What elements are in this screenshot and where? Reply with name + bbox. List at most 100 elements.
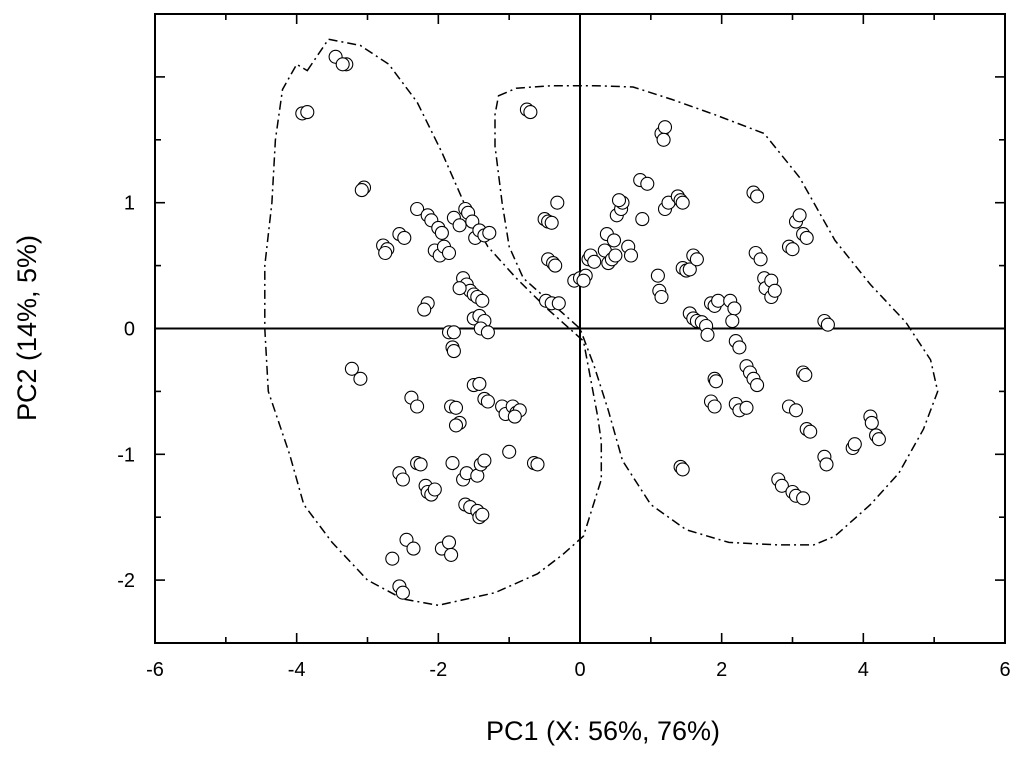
data-point <box>774 478 789 493</box>
data-point <box>675 195 690 210</box>
data-point <box>353 371 368 386</box>
data-point <box>550 195 565 210</box>
data-point <box>446 344 461 359</box>
data-point <box>544 215 559 230</box>
data-point <box>406 541 421 556</box>
plot-frame <box>154 13 1006 644</box>
zero-lines <box>155 14 1005 643</box>
data-point <box>480 325 495 340</box>
data-point <box>864 415 879 430</box>
data-point <box>551 296 566 311</box>
data-point <box>707 399 722 414</box>
data-point <box>700 327 715 342</box>
data-point <box>475 507 490 522</box>
data-point <box>732 340 747 355</box>
data-point <box>799 230 814 245</box>
y-tick-label: 1 <box>124 193 135 215</box>
data-point <box>530 457 545 472</box>
data-points <box>295 49 886 600</box>
data-point <box>548 258 563 273</box>
data-point <box>502 444 517 459</box>
x-tick-label: -6 <box>146 659 164 681</box>
y-tick-label: 0 <box>124 319 135 341</box>
x-tick-label: 6 <box>999 659 1010 681</box>
data-point <box>689 252 704 267</box>
data-point <box>477 453 492 468</box>
data-point <box>378 245 393 261</box>
data-point <box>640 176 655 191</box>
data-point <box>820 317 835 332</box>
data-point <box>410 399 425 414</box>
data-point <box>482 225 497 240</box>
x-tick-label: -4 <box>288 659 306 681</box>
data-point <box>441 245 457 261</box>
data-point <box>656 132 671 147</box>
data-point <box>750 378 765 393</box>
data-point <box>635 212 650 227</box>
data-point <box>711 293 726 308</box>
data-point <box>792 208 807 223</box>
data-point <box>785 242 800 257</box>
data-point <box>847 437 862 452</box>
data-point <box>767 283 782 298</box>
data-point <box>788 403 804 418</box>
y-tick-label: -1 <box>117 444 135 466</box>
x-tick-label: -2 <box>429 659 447 681</box>
cluster-boundary-1 <box>264 38 603 607</box>
y-tick-label: -2 <box>117 570 135 592</box>
x-axis-label: PC1 (X: 56%, 76%) <box>486 716 720 746</box>
data-point <box>587 254 602 269</box>
data-point <box>446 325 461 340</box>
data-point <box>507 409 522 424</box>
data-point <box>472 376 487 391</box>
data-point <box>344 361 359 376</box>
data-point <box>452 218 467 233</box>
data-point <box>441 535 457 550</box>
data-point <box>657 120 673 135</box>
data-point <box>444 547 459 562</box>
data-point <box>682 262 697 277</box>
data-point <box>395 585 410 600</box>
data-point <box>725 313 740 329</box>
data-point <box>427 482 442 497</box>
data-point <box>798 367 813 383</box>
data-point <box>727 301 742 316</box>
data-point <box>448 418 464 433</box>
data-point <box>397 230 412 245</box>
data-point <box>413 457 428 472</box>
data-point <box>480 394 495 409</box>
x-tick-labels: -6 -4 -2 0 2 4 6 <box>146 659 1010 681</box>
data-point <box>606 233 622 248</box>
data-point <box>654 289 669 305</box>
data-point <box>753 252 768 267</box>
data-point <box>871 432 886 447</box>
data-point <box>395 472 410 487</box>
data-point <box>803 424 818 439</box>
data-point <box>576 273 591 288</box>
data-point <box>523 105 538 120</box>
data-point <box>739 400 754 415</box>
data-point <box>708 374 724 389</box>
data-point <box>452 281 467 296</box>
data-point <box>448 400 464 415</box>
y-tick-labels: -2 -1 0 1 <box>117 193 135 592</box>
data-point <box>608 248 623 263</box>
x-tick-label: 2 <box>716 659 727 681</box>
data-point <box>410 201 425 217</box>
data-point <box>650 268 665 283</box>
data-point <box>623 248 639 263</box>
data-point <box>434 225 449 240</box>
data-point <box>445 456 460 471</box>
data-point <box>819 457 834 472</box>
data-point <box>611 193 627 208</box>
data-point <box>796 491 811 506</box>
cluster-boundary-2 <box>494 84 939 546</box>
cluster-boundaries <box>264 38 939 607</box>
data-point <box>675 462 690 477</box>
data-point <box>335 57 350 72</box>
data-point <box>750 189 765 204</box>
y-axis-label: PC2 (14%, 5%) <box>12 235 42 421</box>
x-tick-label: 0 <box>574 659 585 681</box>
